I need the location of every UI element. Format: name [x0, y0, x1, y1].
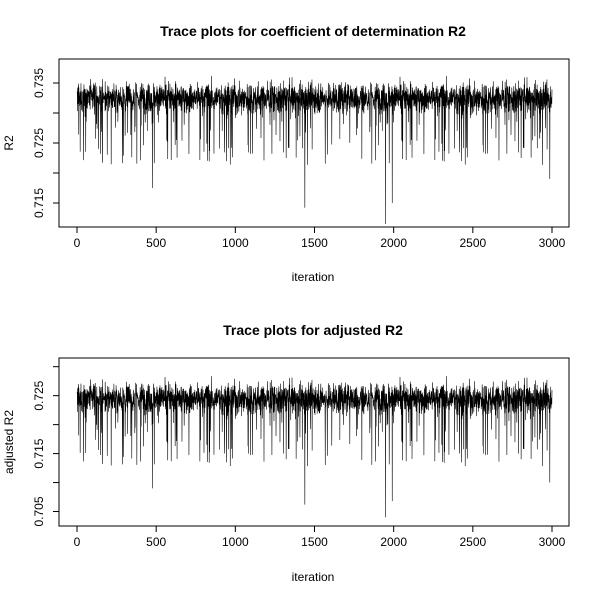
y-tick-label: 0.725: [32, 128, 46, 158]
y-axis: 0.715 0.725 0.735: [32, 68, 60, 218]
chart-title: Trace plots for coefficient of determina…: [160, 23, 466, 39]
y-axis: 0.705 0.715 0.725: [32, 366, 60, 527]
x-tick-label: 1500: [301, 236, 328, 250]
x-tick-label: 2500: [459, 236, 486, 250]
trace-plot-adjusted-r2: Trace plots for adjusted R2 0 500 1000 1500…: [2, 322, 570, 584]
x-tick-label: 3000: [539, 535, 566, 549]
x-tick-label: 0: [74, 535, 81, 549]
y-tick-label: 0.715: [32, 188, 46, 218]
x-tick-label: 500: [146, 236, 166, 250]
y-axis-label: adjusted R2: [2, 410, 16, 474]
x-tick-label: 2000: [380, 535, 407, 549]
x-axis-label: iteration: [292, 570, 335, 584]
x-tick-label: 0: [74, 236, 81, 250]
x-tick-label: 3000: [539, 236, 566, 250]
x-tick-label: 2500: [459, 535, 486, 549]
y-tick-label: 0.715: [32, 438, 46, 468]
x-axis: 0 500 1000 1500 2000 2500 3000: [74, 226, 566, 250]
x-tick-label: 1000: [222, 535, 249, 549]
x-tick-label: 1500: [301, 535, 328, 549]
x-axis: 0 500 1000 1500 2000 2500 3000: [74, 525, 566, 549]
x-tick-label: 1000: [222, 236, 249, 250]
x-tick-label: 500: [146, 535, 166, 549]
trace-line: [76, 376, 553, 518]
x-axis-label: iteration: [292, 270, 335, 284]
x-tick-label: 2000: [380, 236, 407, 250]
trace-plot-r2: Trace plots for coefficient of determina…: [2, 23, 570, 284]
trace-line: [76, 75, 553, 225]
y-axis-label: R2: [2, 135, 16, 151]
y-tick-label: 0.735: [32, 68, 46, 98]
trace-series-r2: [76, 75, 553, 225]
trace-series-adjusted-r2: [76, 376, 553, 518]
y-tick-label: 0.705: [32, 496, 46, 526]
chart-title: Trace plots for adjusted R2: [223, 322, 403, 338]
y-tick-label: 0.725: [32, 380, 46, 410]
